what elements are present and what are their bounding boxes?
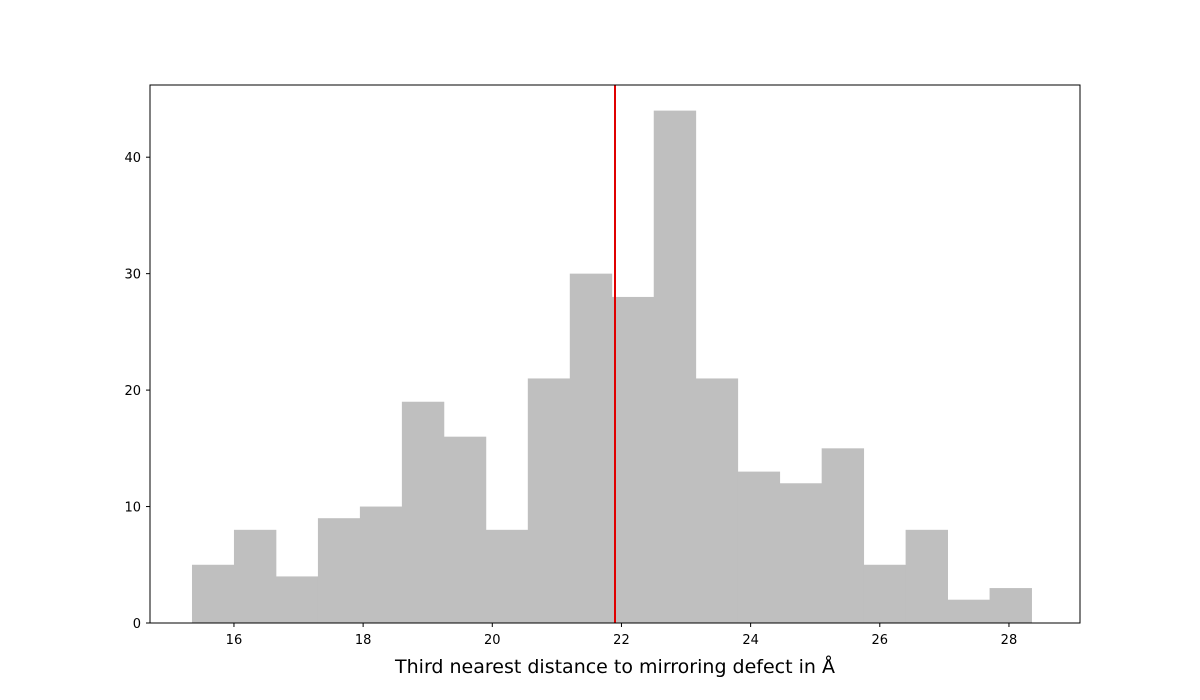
histogram-bar [947,599,990,623]
histogram-bar [317,518,361,623]
x-axis-ticks: 16 18 20 22 24 26 28 [226,623,1018,648]
x-tick-label: 22 [613,633,630,648]
histogram-bar [191,564,235,623]
histogram-bar [569,273,613,623]
y-axis-ticks: 0 10 20 30 40 [124,151,150,632]
histogram-bar [653,110,697,624]
x-tick-label: 26 [872,633,889,648]
histogram-bar [233,529,277,623]
y-tick-label: 0 [133,617,141,632]
histogram-bar [779,483,823,623]
histogram-bar [527,378,571,623]
histogram-bar [485,529,529,623]
histogram-bar [821,448,865,623]
histogram-bar [863,564,907,623]
x-axis-label: Third nearest distance to mirroring defe… [394,655,835,678]
y-tick-label: 20 [124,384,141,399]
histogram-bar [905,529,949,623]
histogram-bars [191,110,1032,624]
histogram-bar [275,576,319,623]
histogram-bar [611,296,655,623]
histogram-bar [989,588,1032,623]
histogram-bar [359,506,403,623]
x-tick-label: 16 [226,633,243,648]
y-tick-label: 40 [124,151,141,166]
histogram-bar [695,378,739,623]
x-tick-label: 24 [742,633,759,648]
plot-frame [149,84,1081,624]
y-tick-label: 30 [124,268,141,283]
x-tick-label: 28 [1001,633,1018,648]
histogram-bar [401,401,445,623]
x-tick-label: 18 [355,633,372,648]
x-tick-label: 20 [484,633,501,648]
histogram-bar [737,471,781,623]
histogram-bar [443,436,487,623]
y-tick-label: 10 [124,501,141,516]
